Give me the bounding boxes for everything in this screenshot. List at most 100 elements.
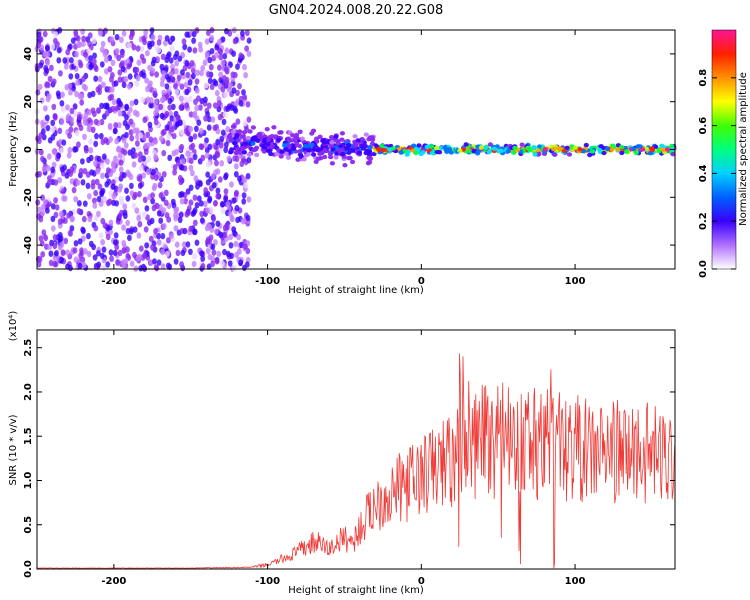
heatmap-cell (218, 231, 224, 238)
heatmap-cell (123, 76, 129, 83)
heatmap-cell (276, 137, 282, 142)
heatmap-cell (198, 200, 204, 207)
heatmap-cell (37, 256, 43, 263)
heatmap-cell (153, 228, 159, 235)
heatmap-cell (138, 164, 144, 172)
heatmap-cell (229, 137, 235, 143)
heatmap-cell (39, 240, 45, 247)
heatmap-cell (156, 39, 162, 46)
heatmap-cell (152, 258, 157, 265)
heatmap-cell (246, 116, 252, 123)
heatmap-cell (139, 45, 145, 53)
heatmap-cell (227, 260, 233, 267)
heatmap-cell (100, 172, 105, 179)
heatmap-cell (240, 176, 246, 183)
heatmap-cell (171, 132, 177, 140)
heatmap-cell (104, 56, 109, 63)
heatmap-cell (44, 81, 50, 88)
heatmap-cell (163, 199, 169, 206)
heatmap-cell (264, 127, 270, 132)
heatmap-cell (95, 168, 101, 175)
heatmap-cell (240, 218, 246, 225)
heatmap-cell (167, 263, 173, 271)
heatmap-cell (207, 238, 212, 245)
heatmap-cell (219, 160, 225, 167)
heatmap-cell (299, 136, 305, 141)
heatmap-cell (86, 210, 92, 218)
heatmap-cell (202, 59, 208, 66)
heatmap-cell (80, 226, 86, 233)
heatmap-cell (166, 237, 171, 244)
heatmap-cell (136, 232, 142, 239)
heatmap-cell (137, 175, 143, 182)
heatmap-cell (159, 135, 164, 142)
heatmap-cell (77, 114, 82, 121)
heatmap-cell (200, 65, 206, 72)
heatmap-cell (246, 196, 252, 203)
heatmap-cell (238, 259, 244, 266)
heatmap-cell (243, 72, 249, 79)
heatmap-cell (120, 147, 125, 154)
heatmap-cell (110, 105, 116, 113)
heatmap-cell (254, 152, 260, 158)
heatmap-cell (86, 193, 92, 200)
heatmap-cell (52, 234, 58, 241)
heatmap-cell (145, 96, 151, 103)
heatmap-cell (158, 217, 164, 224)
heatmap-cell (181, 241, 187, 248)
heatmap-cell (107, 66, 113, 73)
heatmap-cell (230, 124, 236, 129)
heatmap-cell (101, 264, 107, 272)
heatmap-cell (119, 60, 125, 67)
heatmap-cell (75, 179, 81, 186)
heatmap-cell (126, 234, 132, 242)
heatmap-cell (169, 115, 175, 122)
heatmap-cell (188, 125, 194, 133)
heatmap-cell (505, 149, 511, 154)
heatmap-cell (192, 133, 198, 140)
heatmap-cell (65, 115, 71, 122)
heatmap-cell (51, 161, 57, 169)
heatmap-cell (92, 254, 98, 261)
heatmap-cell (194, 239, 200, 246)
snr-ylabel: SNR (10 * v/v) (8, 414, 19, 485)
heatmap-cell (337, 148, 343, 154)
heatmap-cell (141, 35, 147, 42)
heatmap-cell (47, 75, 53, 83)
heatmap-cell (233, 163, 239, 170)
heatmap-cell (79, 99, 85, 106)
heatmap-cell (225, 250, 231, 258)
heatmap-cell (134, 66, 140, 74)
heatmap-cell (172, 164, 178, 171)
heatmap-cell (138, 245, 144, 252)
heatmap-cell (605, 146, 611, 152)
heatmap-cell (100, 187, 106, 195)
heatmap-cell (153, 98, 159, 105)
heatmap-cell (101, 81, 106, 88)
heatmap-cell (161, 96, 166, 103)
heatmap-cell (93, 118, 99, 126)
heatmap-cell (116, 121, 122, 129)
heatmap-cell (190, 210, 196, 217)
x-tick-label: 100 (565, 276, 586, 287)
heatmap-cell (204, 137, 209, 144)
y-tick-label: 1.5 (23, 427, 34, 445)
heatmap-cell (303, 143, 309, 149)
heatmap-cell (38, 235, 44, 242)
heatmap-cell (127, 106, 133, 114)
heatmap-cell (50, 134, 56, 141)
heatmap-cell (610, 143, 616, 148)
heatmap-cell (131, 147, 136, 154)
heatmap-cell (359, 144, 365, 149)
heatmap-cell (135, 255, 141, 262)
heatmap-cell (121, 224, 126, 231)
heatmap-cell (96, 261, 102, 268)
heatmap-cell (188, 225, 194, 232)
heatmap-cell (233, 240, 239, 248)
heatmap-cell (297, 149, 303, 154)
heatmap-cell (321, 140, 327, 145)
heatmap-cell (76, 141, 81, 148)
heatmap-cell (226, 134, 232, 139)
heatmap-cell (339, 151, 346, 157)
heatmap-cell (182, 64, 188, 72)
